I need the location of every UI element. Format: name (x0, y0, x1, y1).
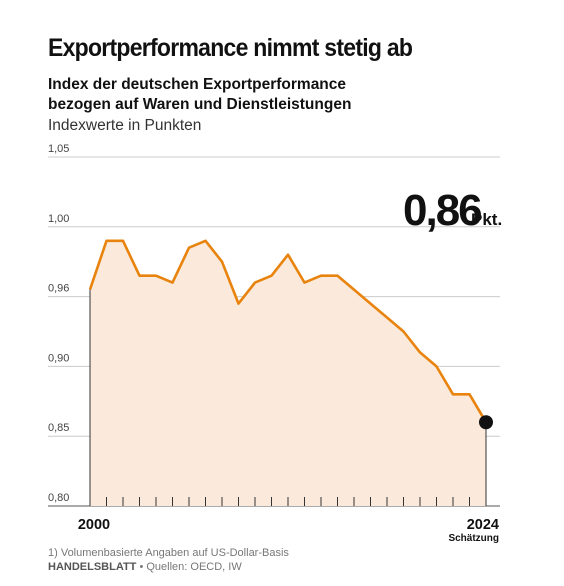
y-tick-label: 0,80 (48, 492, 69, 504)
subtitle-line-1: Index der deutschen Exportperformance (48, 76, 347, 93)
footnote: 1) Volumenbasierte Angaben auf US-Dollar… (48, 547, 289, 559)
chart-subtitle: Index der deutschen Exportperformance be… (48, 75, 351, 115)
x-tick-note: Schätzung (448, 533, 499, 544)
source-line: HANDELSBLATT • Quellen: OECD, IW (48, 561, 242, 573)
unit-label: Indexwerte in Punkten (48, 117, 202, 134)
y-tick-label: 0,85 (48, 422, 69, 434)
area-fill (90, 240, 486, 507)
last-data-point (479, 415, 493, 430)
chart-title: Exportperformance nimmt stetig ab (48, 34, 413, 62)
subtitle-line-2: bezogen auf Waren und Dienstleistungen (48, 96, 352, 113)
source-text: • Quellen: OECD, IW (136, 561, 242, 573)
series-line (88, 239, 488, 423)
highlight-unit: Pkt. (471, 210, 502, 229)
x-axis-ticks (89, 497, 487, 506)
y-tick-label: 0,90 (48, 352, 69, 364)
y-tick-label: 1,05 (48, 143, 69, 155)
x-tick-label: 2024 (467, 517, 499, 533)
x-tick-label: 2000 (78, 517, 110, 533)
highlight-value: 0,86 (403, 186, 481, 235)
y-tick-label: 0,96 (48, 283, 69, 295)
source-brand: HANDELSBLATT (48, 561, 137, 573)
y-axis-ticks: 0,80 0,85 0,90 0,96 1,00 1,05 (48, 143, 69, 504)
data-points (479, 415, 493, 430)
y-tick-label: 1,00 (48, 213, 69, 225)
